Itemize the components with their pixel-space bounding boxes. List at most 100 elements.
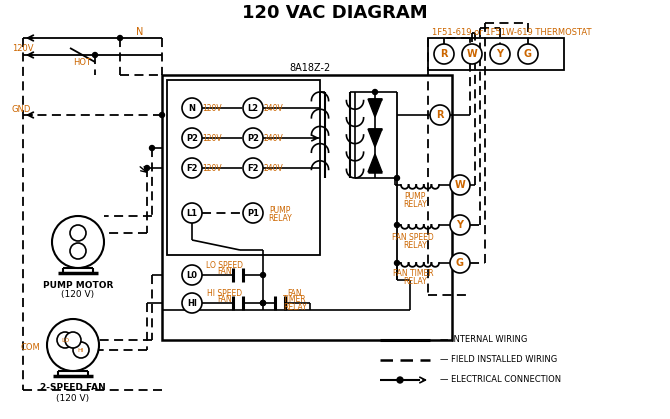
- Text: P2: P2: [247, 134, 259, 142]
- Text: 240V: 240V: [263, 134, 283, 142]
- Circle shape: [182, 265, 202, 285]
- Circle shape: [243, 98, 263, 118]
- Circle shape: [159, 112, 165, 117]
- Text: 1F51-619 or 1F51W-619 THERMOSTAT: 1F51-619 or 1F51W-619 THERMOSTAT: [432, 28, 592, 36]
- Circle shape: [450, 175, 470, 195]
- Circle shape: [450, 253, 470, 273]
- Circle shape: [47, 319, 99, 371]
- Text: G: G: [524, 49, 532, 59]
- Text: RELAY: RELAY: [283, 303, 307, 311]
- Text: COM: COM: [20, 342, 40, 352]
- Text: 2-SPEED FAN: 2-SPEED FAN: [40, 383, 106, 393]
- Text: FAN: FAN: [287, 289, 302, 297]
- Polygon shape: [368, 99, 382, 117]
- Circle shape: [397, 377, 403, 383]
- Circle shape: [182, 98, 202, 118]
- Text: L2: L2: [247, 103, 259, 112]
- Text: RELAY: RELAY: [403, 199, 427, 209]
- Text: P1: P1: [247, 209, 259, 217]
- Circle shape: [395, 222, 399, 228]
- Text: P2: P2: [186, 134, 198, 142]
- Text: 240V: 240V: [263, 103, 283, 112]
- Circle shape: [145, 166, 149, 171]
- Text: N: N: [136, 27, 143, 37]
- Text: R: R: [436, 110, 444, 120]
- Circle shape: [518, 44, 538, 64]
- Text: HI SPEED: HI SPEED: [208, 289, 243, 297]
- Text: RELAY: RELAY: [268, 214, 292, 222]
- Circle shape: [149, 145, 155, 150]
- Circle shape: [182, 293, 202, 313]
- Text: W: W: [466, 49, 477, 59]
- Text: TIMER: TIMER: [283, 295, 307, 305]
- Bar: [428, 38, 564, 70]
- Text: — INTERNAL WIRING: — INTERNAL WIRING: [440, 336, 527, 344]
- Text: HOT: HOT: [73, 57, 91, 67]
- Polygon shape: [368, 129, 382, 147]
- Text: Y: Y: [496, 49, 503, 59]
- Circle shape: [373, 90, 377, 95]
- Text: 240V: 240V: [263, 163, 283, 173]
- Text: F2: F2: [247, 163, 259, 173]
- Text: G: G: [456, 258, 464, 268]
- Circle shape: [182, 158, 202, 178]
- Text: 120V: 120V: [202, 163, 222, 173]
- Circle shape: [243, 158, 263, 178]
- Text: FAN: FAN: [218, 267, 232, 277]
- Circle shape: [73, 342, 89, 358]
- Text: LO SPEED: LO SPEED: [206, 261, 243, 269]
- Circle shape: [52, 216, 104, 268]
- Circle shape: [70, 243, 86, 259]
- Text: N: N: [188, 103, 196, 112]
- Text: HI: HI: [78, 347, 84, 352]
- Circle shape: [243, 128, 263, 148]
- Text: 8A18Z-2: 8A18Z-2: [289, 63, 330, 73]
- Text: L1: L1: [186, 209, 198, 217]
- Circle shape: [117, 36, 123, 41]
- Circle shape: [261, 300, 265, 305]
- Text: RELAY: RELAY: [403, 277, 427, 287]
- Text: R: R: [440, 49, 448, 59]
- Text: — ELECTRICAL CONNECTION: — ELECTRICAL CONNECTION: [440, 375, 561, 385]
- Circle shape: [182, 128, 202, 148]
- Text: L0: L0: [186, 271, 198, 279]
- Text: LO: LO: [61, 337, 69, 342]
- Bar: [162, 75, 452, 340]
- Circle shape: [261, 272, 265, 277]
- Text: Y: Y: [456, 220, 464, 230]
- Text: 120V: 120V: [12, 44, 34, 52]
- Text: 120V: 120V: [202, 103, 222, 112]
- Circle shape: [490, 44, 510, 64]
- Circle shape: [430, 105, 450, 125]
- Text: PUMP: PUMP: [404, 191, 425, 201]
- Text: FAN: FAN: [218, 295, 232, 305]
- Circle shape: [395, 261, 399, 266]
- Text: PUMP: PUMP: [269, 205, 291, 215]
- Circle shape: [243, 203, 263, 223]
- Text: — FIELD INSTALLED WIRING: — FIELD INSTALLED WIRING: [440, 355, 557, 365]
- Text: (120 V): (120 V): [56, 393, 90, 403]
- Text: 120V: 120V: [202, 134, 222, 142]
- Text: FAN TIMER: FAN TIMER: [393, 269, 433, 279]
- Text: HI: HI: [187, 298, 197, 308]
- Text: PUMP MOTOR: PUMP MOTOR: [43, 280, 113, 290]
- Circle shape: [434, 44, 454, 64]
- Text: 120 VAC DIAGRAM: 120 VAC DIAGRAM: [242, 4, 428, 22]
- Circle shape: [65, 332, 81, 348]
- Circle shape: [462, 44, 482, 64]
- Circle shape: [92, 52, 98, 57]
- Text: RELAY: RELAY: [403, 241, 427, 249]
- Bar: [167, 80, 320, 255]
- Circle shape: [261, 300, 265, 305]
- Circle shape: [70, 225, 86, 241]
- Text: (120 V): (120 V): [62, 290, 94, 300]
- Circle shape: [182, 203, 202, 223]
- Circle shape: [57, 332, 73, 348]
- Text: F2: F2: [186, 163, 198, 173]
- Text: W: W: [455, 180, 466, 190]
- Circle shape: [395, 176, 399, 181]
- Polygon shape: [368, 154, 382, 172]
- Text: FAN SPEED: FAN SPEED: [392, 233, 434, 241]
- Circle shape: [450, 215, 470, 235]
- Text: GND: GND: [12, 104, 31, 114]
